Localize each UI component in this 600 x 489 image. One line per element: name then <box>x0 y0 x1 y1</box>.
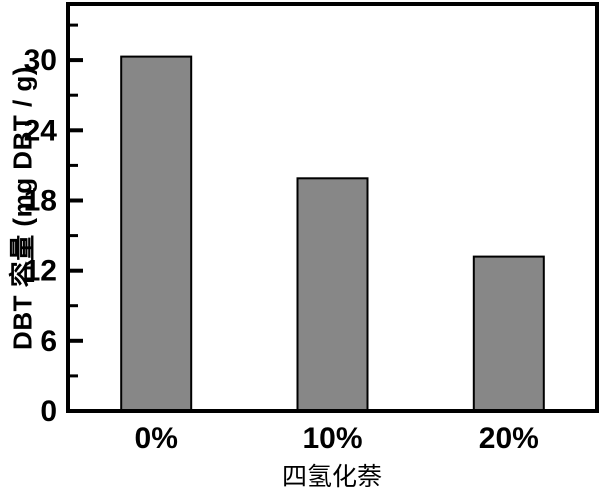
axes-frame <box>66 2 599 413</box>
y-tick-label-30: 30 <box>24 44 57 77</box>
y-tick-label-12: 12 <box>24 255 57 288</box>
y-tick-label-6: 6 <box>40 325 57 358</box>
y-tick-label-24: 24 <box>24 114 58 147</box>
y-axis-title: DBT 容量 (mg DBT / g) <box>7 66 38 350</box>
x-tick-label-10%: 10% <box>302 422 362 455</box>
x-tick-label-0%: 0% <box>135 422 178 455</box>
y-tick-label-0: 0 <box>40 395 57 428</box>
bar-20% <box>472 255 545 412</box>
bar-0% <box>120 55 193 412</box>
x-tick-label-20%: 20% <box>479 422 539 455</box>
y-tick-label-18: 18 <box>24 185 57 218</box>
x-axis-title: 四氢化萘 <box>281 463 383 489</box>
bar-10% <box>296 177 369 412</box>
